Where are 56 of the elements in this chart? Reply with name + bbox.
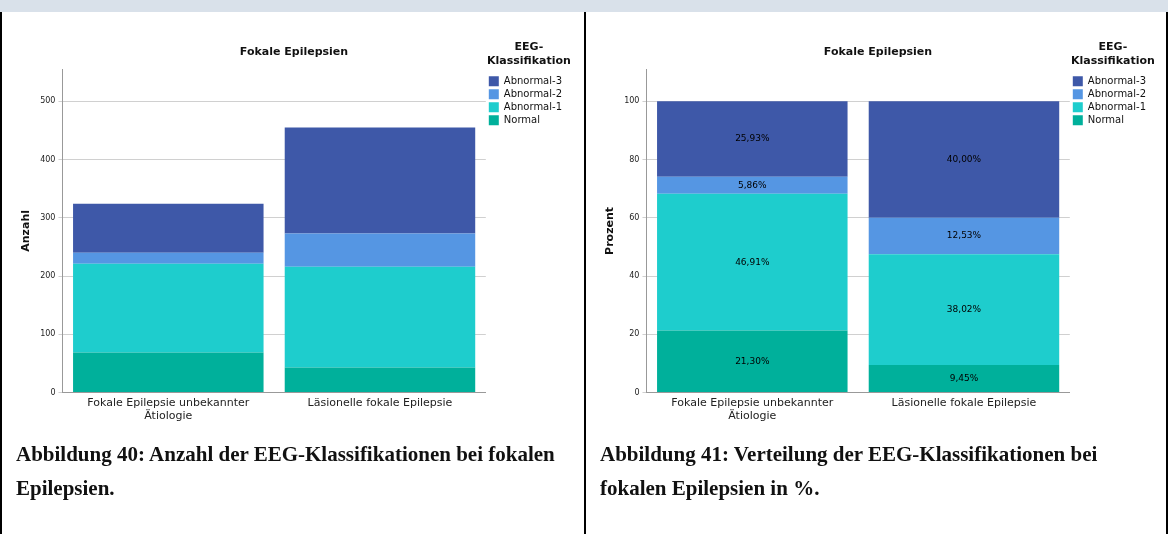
- bar: [657, 176, 848, 194]
- x-tick-label: Läsionelle fokale Epilepsie: [891, 396, 1037, 410]
- bar: [657, 193, 848, 331]
- data-label: 40,00%: [946, 153, 982, 164]
- y-axis-title: Prozent: [603, 206, 617, 255]
- data-label: 25,93%: [735, 133, 770, 144]
- bar: [657, 330, 848, 393]
- data-label: 46,91%: [735, 256, 770, 267]
- data-label: 12,53%: [946, 230, 982, 241]
- x-tick-label: Läsionelle fokale Epilepsie: [307, 396, 453, 410]
- y-tick-label: 20: [629, 329, 640, 339]
- legend-title: EEG-Klassifikation: [486, 40, 571, 67]
- bar: [868, 217, 1060, 255]
- bar: [284, 127, 476, 234]
- legend-title: EEG-Klassifikation: [1070, 40, 1155, 67]
- x-tick-label: Fokale Epilepsie unbekannter Ätiologie: [87, 396, 250, 423]
- bar: [868, 254, 1060, 366]
- bar: [657, 101, 848, 177]
- y-tick-label: 0: [50, 387, 56, 397]
- bar: [73, 203, 264, 253]
- y-tick-label: 80: [629, 154, 640, 164]
- y-axis-title: Anzahl: [19, 210, 33, 252]
- bar: [284, 266, 476, 368]
- legend-label: Abnormal-2: [1087, 87, 1146, 99]
- bar: [868, 365, 1060, 393]
- y-tick-label: 40: [629, 271, 640, 281]
- chart-title: Fokale Epilepsien: [823, 45, 933, 59]
- legend-label: Abnormal-3: [1087, 74, 1146, 86]
- y-tick-label: 500: [40, 96, 56, 106]
- legend-label: Normal: [503, 113, 540, 125]
- legend-label: Abnormal-2: [503, 87, 562, 99]
- bar: [868, 101, 1060, 218]
- chart-title: Fokale Epilepsien: [239, 45, 349, 59]
- y-tick-label: 300: [40, 212, 56, 222]
- y-tick-label: 0: [634, 387, 640, 397]
- text: Abbildung 41: Verteilung der EEG-Klassifikationen bei fokalen Epilepsien in %.: [600, 441, 1099, 502]
- x-tick-label: Fokale Epilepsie unbekannter Ätiologie: [671, 396, 834, 423]
- data-label: 9,45%: [949, 372, 979, 383]
- y-tick-label: 400: [40, 154, 56, 164]
- legend-label: Abnormal-3: [503, 74, 562, 86]
- legend-label: Abnormal-1: [503, 100, 562, 112]
- legend-label: Abnormal-1: [1087, 100, 1146, 112]
- bar: [73, 263, 264, 353]
- bar: [73, 252, 264, 264]
- bar: [284, 367, 476, 393]
- data-label: 21,30%: [735, 355, 770, 366]
- data-label: 38,02%: [946, 304, 982, 315]
- y-tick-label: 60: [629, 212, 640, 222]
- text: Abbildung 40: Anzahl der EEG-Klassifikationen bei fokalen Epilepsien.: [16, 441, 556, 502]
- legend-label: Normal: [1087, 113, 1124, 125]
- y-tick-label: 100: [624, 96, 640, 106]
- bar: [284, 233, 476, 267]
- y-tick-label: 100: [40, 329, 56, 339]
- y-tick-label: 200: [40, 271, 56, 281]
- bar: [73, 352, 264, 393]
- data-label: 5,86%: [738, 179, 768, 190]
